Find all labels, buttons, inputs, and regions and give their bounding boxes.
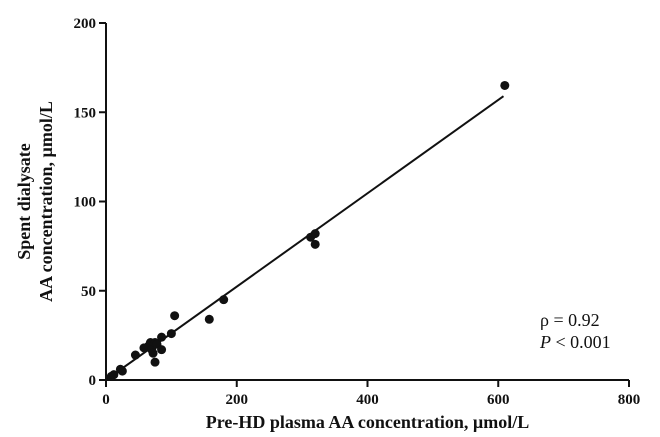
y-axis-title-line-1: Spent dialysate	[14, 143, 34, 260]
data-point	[157, 345, 167, 355]
p-value-annotation: P < 0.001	[539, 332, 611, 352]
data-point	[166, 329, 176, 339]
data-point	[219, 295, 229, 305]
data-point	[310, 229, 320, 239]
y-tick-label: 150	[74, 105, 97, 121]
ticks	[99, 22, 630, 387]
x-axis-title: Pre-HD plasma AA concentration, µmol/L	[206, 412, 530, 432]
data-point	[204, 314, 214, 324]
tick-labels: 0 200 400 600 800 0 50 100 150 200	[74, 16, 641, 408]
data-point	[170, 311, 180, 321]
p-value: < 0.001	[551, 332, 611, 352]
x-tick-label: 200	[226, 392, 249, 408]
y-tick-label: 200	[74, 16, 97, 32]
data-point	[500, 80, 510, 90]
x-tick-label: 0	[102, 392, 110, 408]
data-point	[148, 348, 158, 358]
x-tick-label: 400	[356, 392, 379, 408]
rho-annotation: ρ = 0.92	[540, 310, 600, 330]
x-tick-label: 800	[618, 392, 641, 408]
y-tick-label: 100	[74, 195, 97, 211]
y-axis-title: Spent dialysate AA concentration, µmol/L	[14, 101, 56, 302]
y-tick-label: 50	[81, 284, 96, 300]
stats-annotation: ρ = 0.92 P < 0.001	[539, 310, 611, 352]
data-point	[117, 366, 127, 376]
data-point	[150, 357, 160, 367]
x-tick-label: 600	[487, 392, 510, 408]
p-label: P	[539, 332, 551, 352]
data-point	[157, 332, 167, 342]
y-axis-title-line-2: AA concentration, µmol/L	[36, 101, 56, 302]
data-points	[106, 80, 510, 381]
data-point	[130, 350, 140, 360]
data-point	[109, 370, 119, 380]
data-point	[310, 239, 320, 249]
y-tick-label: 0	[89, 373, 97, 389]
